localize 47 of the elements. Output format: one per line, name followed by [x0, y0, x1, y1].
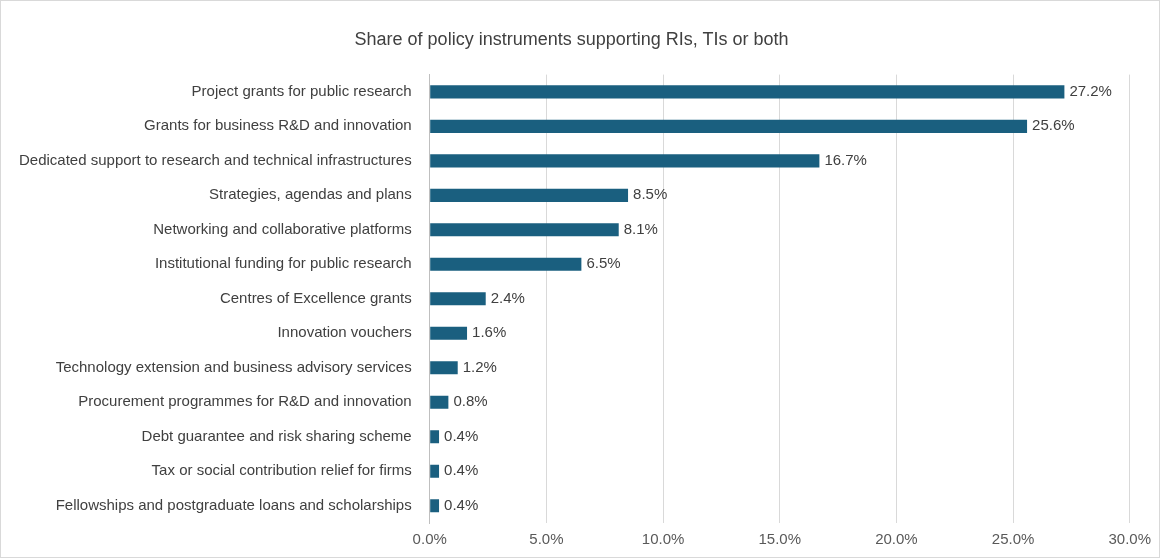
- y-tick-label: Tax or social contribution relief for firms: [151, 461, 412, 479]
- data-label: 1.6%: [472, 323, 507, 341]
- x-tick-label: 20.0%: [875, 530, 918, 548]
- bar: [430, 257, 582, 271]
- data-label: 16.7%: [824, 150, 867, 168]
- bar: [430, 430, 440, 444]
- x-tick-label: 25.0%: [991, 530, 1035, 548]
- data-label: 8.1%: [623, 219, 658, 237]
- y-tick-label: Innovation vouchers: [277, 323, 412, 341]
- data-label: 8.5%: [633, 185, 668, 203]
- y-tick-label: Procurement programmes for R&D and innovation: [78, 392, 412, 410]
- bar: [430, 499, 440, 513]
- chart-title: Share of policy instruments supporting RIs, TIs or both: [354, 28, 789, 49]
- bar: [430, 464, 440, 478]
- bar: [430, 326, 468, 340]
- y-tick-label: Debt guarantee and risk sharing scheme: [141, 426, 412, 444]
- y-tick-label: Project grants for public research: [191, 81, 412, 99]
- bar: [430, 154, 820, 168]
- data-label: 1.2%: [462, 357, 497, 375]
- x-tick-label: 5.0%: [529, 530, 564, 548]
- y-tick-label: Grants for business R&D and innovation: [144, 116, 412, 134]
- bar: [430, 119, 1028, 133]
- data-label: 0.4%: [444, 461, 479, 479]
- y-tick-label: Strategies, agendas and plans: [209, 185, 412, 203]
- y-tick-label: Centres of Excellence grants: [219, 288, 412, 306]
- y-tick-label: Dedicated support to research and technical infrastructures: [18, 150, 412, 168]
- data-label: 0.4%: [444, 495, 479, 513]
- y-tick-label: Institutional funding for public research: [154, 254, 412, 272]
- data-label: 0.4%: [444, 426, 479, 444]
- data-label: 25.6%: [1032, 116, 1075, 134]
- y-tick-label: Networking and collaborative platforms: [153, 219, 412, 237]
- bar: [430, 85, 1065, 99]
- y-tick-label: Technology extension and business advisory services: [55, 357, 412, 375]
- bar: [430, 361, 458, 375]
- data-label: 27.2%: [1069, 81, 1112, 99]
- bar: [430, 292, 486, 306]
- x-tick-label: 15.0%: [758, 530, 801, 548]
- bar: [430, 188, 629, 202]
- x-tick-label: 0.0%: [412, 530, 447, 548]
- x-tick-label: 10.0%: [641, 530, 685, 548]
- bar: [430, 395, 449, 409]
- data-label: 6.5%: [586, 254, 621, 272]
- data-label: 2.4%: [490, 288, 525, 306]
- data-label: 0.8%: [453, 392, 488, 410]
- x-tick-label: 30.0%: [1108, 530, 1152, 548]
- bar: [430, 223, 619, 237]
- y-tick-label: Fellowships and postgraduate loans and scholarships: [55, 495, 412, 513]
